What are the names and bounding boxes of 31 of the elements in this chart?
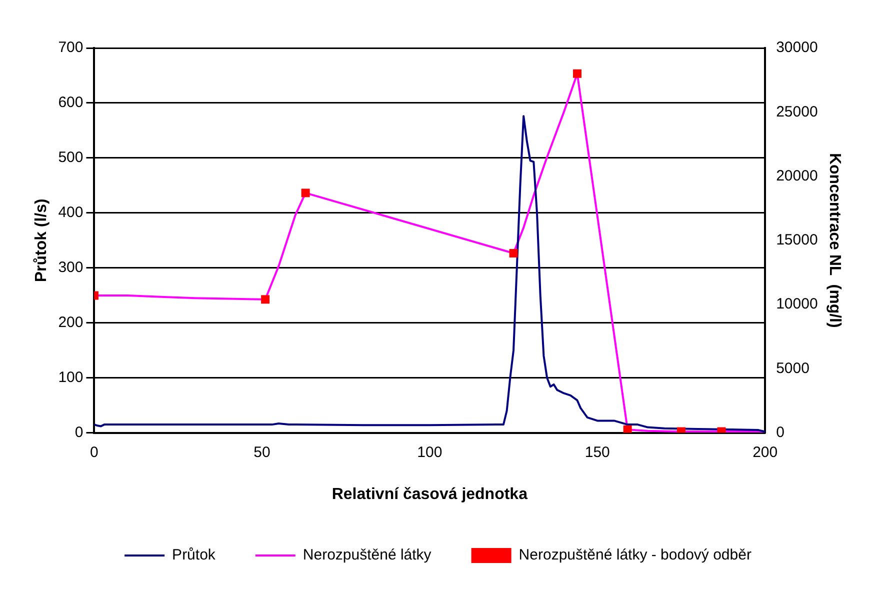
x-tick-label: 200 xyxy=(752,444,778,461)
point xyxy=(301,188,310,198)
x-tick-label: 0 xyxy=(90,444,98,461)
legend-label: Nerozpuštěné látky xyxy=(302,546,432,564)
x-tick-label: 50 xyxy=(254,444,270,461)
y2-tick-label: 20000 xyxy=(776,167,818,184)
y-axis-title: Průtok (l/s) xyxy=(33,198,50,282)
y-tick-label: 0 xyxy=(74,424,84,441)
x-tick-label: 150 xyxy=(584,444,610,461)
y-tick-label: 500 xyxy=(58,149,84,166)
y2-tick-label: 5000 xyxy=(776,360,810,377)
point xyxy=(261,295,270,304)
x-tick-label: 100 xyxy=(417,444,442,461)
legend-label: Průtok xyxy=(172,546,216,564)
y2-tick-label: 15000 xyxy=(776,232,818,249)
y2-tick-label: 10000 xyxy=(776,296,818,313)
y-tick-label: 600 xyxy=(58,94,84,112)
x-axis-title: Relativní časová jednotka xyxy=(332,486,528,503)
point xyxy=(573,69,582,78)
y2-tick-label: 0 xyxy=(776,424,784,441)
y2-axis-title: Koncentrace NL (mg/l) xyxy=(826,152,843,328)
y-tick-label: 100 xyxy=(58,368,84,386)
point xyxy=(509,248,518,258)
y-tick-label: 300 xyxy=(58,259,84,276)
y-tick-label: 400 xyxy=(58,204,84,222)
y2-tick-label: 30000 xyxy=(776,39,818,56)
y2-tick-label: 25000 xyxy=(776,103,818,120)
y-tick-label: 200 xyxy=(58,314,84,331)
point xyxy=(623,425,632,433)
y-tick-label: 700 xyxy=(58,39,84,56)
legend-label: Nerozpuštěné látky - bodový odběr xyxy=(518,546,752,564)
